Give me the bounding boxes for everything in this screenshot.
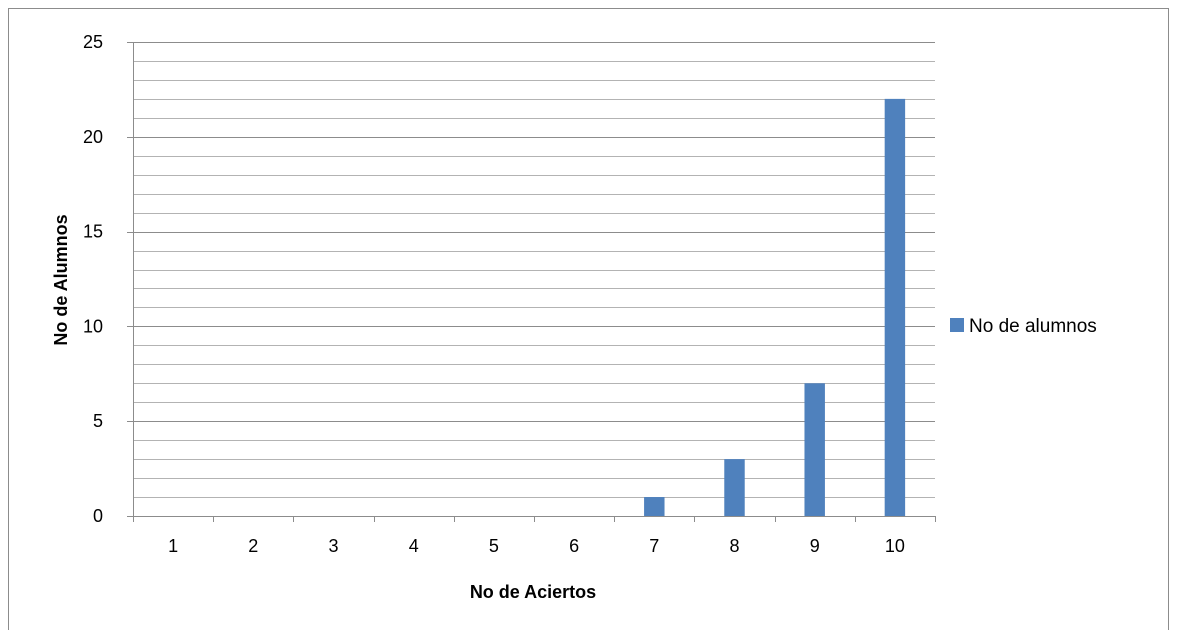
bar-10 (884, 98, 906, 516)
x-tick-label: 6 (569, 536, 579, 556)
bar-9 (804, 383, 825, 516)
x-tick-labels: 1 2 3 4 5 6 7 8 9 10 (168, 536, 905, 556)
y-axis-title: No de Alumnos (51, 214, 71, 345)
y-tick-label: 10 (83, 316, 103, 336)
x-axis-title: No de Aciertos (470, 582, 596, 602)
legend: No de alumnos (950, 316, 1097, 337)
y-tick-label: 20 (83, 127, 103, 147)
y-tick-label: 15 (83, 222, 103, 242)
x-tick-label: 4 (409, 536, 419, 556)
x-tick-label: 9 (810, 536, 820, 556)
bars (644, 98, 906, 516)
x-tick-label: 2 (248, 536, 258, 556)
x-tick-label: 5 (489, 536, 499, 556)
bar-8 (724, 459, 745, 516)
bar-7 (644, 497, 665, 516)
y-tick-label: 25 (83, 32, 103, 52)
chart-border (8, 8, 1169, 635)
y-tick-labels: 0 5 10 15 20 25 (83, 32, 103, 526)
y-tick-label: 0 (93, 506, 103, 526)
axes (127, 42, 936, 522)
x-tick-label: 7 (649, 536, 659, 556)
legend-label: No de alumnos (969, 316, 1097, 337)
gridlines (133, 42, 935, 498)
x-tick-label: 3 (328, 536, 338, 556)
x-tick-label: 8 (729, 536, 739, 556)
y-tick-label: 5 (93, 411, 103, 431)
legend-swatch (950, 318, 964, 332)
x-tick-label: 10 (885, 536, 905, 556)
x-tick-label: 1 (168, 536, 178, 556)
